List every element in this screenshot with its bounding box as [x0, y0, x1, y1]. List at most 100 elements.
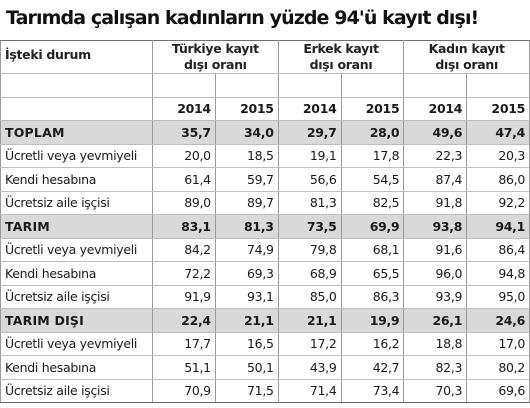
year-cell: 2015: [341, 97, 405, 121]
value-cell: 18,8: [403, 332, 468, 356]
data-table: İşteki durum Türkiye kayıt dışı oranı Er…: [0, 40, 530, 403]
value-cell: 85,0: [278, 285, 342, 309]
row-label: Kendi hesabına: [0, 355, 153, 380]
value-cell: 87,4: [403, 167, 468, 192]
row-label: TARIM: [0, 214, 153, 239]
row-label: TARIM DIŞI: [0, 308, 153, 333]
value-cell: 29,7: [278, 120, 342, 145]
value-cell: 91,6: [403, 238, 468, 262]
value-cell: 16,2: [341, 332, 405, 356]
header-spacer-row: [0, 73, 530, 98]
value-cell: 68,9: [278, 261, 342, 286]
value-cell: 35,7: [152, 120, 216, 145]
value-cell: 81,3: [215, 214, 279, 239]
value-cell: 42,7: [341, 355, 405, 380]
value-cell: 71,4: [278, 379, 342, 403]
value-cell: 71,5: [215, 379, 279, 403]
value-cell: 54,5: [341, 167, 405, 192]
value-cell: 91,9: [152, 285, 216, 309]
value-cell: 69,9: [341, 214, 405, 239]
value-cell: 79,8: [278, 238, 342, 262]
value-cell: 51,1: [152, 355, 216, 380]
value-cell: 24,6: [466, 308, 530, 333]
value-cell: 92,2: [466, 191, 530, 215]
value-cell: 21,1: [278, 308, 342, 333]
value-cell: 91,8: [403, 191, 468, 215]
value-cell: 22,3: [403, 144, 468, 168]
group-header-line: Erkek kayıt: [303, 41, 379, 57]
value-cell: 86,0: [466, 167, 530, 192]
table-row: Ücretli veya yevmiyeli 20,0 18,5 19,1 17,8 22…: [0, 144, 530, 168]
value-cell: 28,0: [341, 120, 405, 145]
value-cell: 18,5: [215, 144, 279, 168]
value-cell: 70,9: [152, 379, 216, 403]
value-cell: 86,3: [341, 285, 405, 309]
value-cell: 94,8: [466, 261, 530, 286]
year-cell: 2015: [215, 97, 279, 121]
value-cell: 74,9: [215, 238, 279, 262]
value-cell: 81,3: [278, 191, 342, 215]
row-label: Ücretsiz aile işçisi: [0, 191, 153, 215]
row-label: Kendi hesabına: [0, 167, 153, 192]
value-cell: 34,0: [215, 120, 279, 145]
value-cell: 17,8: [341, 144, 405, 168]
value-cell: 47,4: [466, 120, 530, 145]
group-header-line: dışı oranı: [309, 57, 373, 72]
row-label: TOPLAM: [0, 120, 153, 145]
year-cell: 2014: [278, 97, 342, 121]
year-cell: 2014: [403, 97, 468, 121]
value-cell: 68,1: [341, 238, 405, 262]
value-cell: 84,2: [152, 238, 216, 262]
table-row: Ücretsiz aile işçisi 89,0 89,7 81,3 82,5 91,8…: [0, 191, 530, 215]
value-cell: 93,9: [403, 285, 468, 309]
table-row: Kendi hesabına 61,4 59,7 56,6 54,5 87,4 86,0: [0, 167, 530, 192]
value-cell: 89,0: [152, 191, 216, 215]
value-cell: 49,6: [403, 120, 468, 145]
value-cell: 17,7: [152, 332, 216, 356]
value-cell: 65,5: [341, 261, 405, 286]
value-cell: 82,5: [341, 191, 405, 215]
value-cell: 17,0: [466, 332, 530, 356]
row-label: Ücretsiz aile işçisi: [0, 285, 153, 309]
group-header-line: Kadın kayıt: [428, 41, 505, 57]
value-cell: 69,6: [466, 379, 530, 403]
value-cell: 16,5: [215, 332, 279, 356]
section-row: TARIM 83,1 81,3 73,5 69,9 93,8 94,1: [0, 214, 530, 239]
value-cell: 19,1: [278, 144, 342, 168]
value-cell: 56,6: [278, 167, 342, 192]
row-label: Ücretli veya yevmiyeli: [0, 144, 153, 168]
table-body: TOPLAM 35,7 34,0 29,7 28,0 49,6 47,4 Ücretli ve…: [0, 120, 530, 403]
value-cell: 80,2: [466, 355, 530, 380]
group-header-kadin: Kadın kayıt dışı oranı: [403, 40, 530, 74]
value-cell: 69,3: [215, 261, 279, 286]
value-cell: 70,3: [403, 379, 468, 403]
years-row: 2014 2015 2014 2015 2014 2015: [0, 97, 530, 121]
value-cell: 83,1: [152, 214, 216, 239]
value-cell: 89,7: [215, 191, 279, 215]
table-header-row: İşteki durum Türkiye kayıt dışı oranı Er…: [0, 40, 530, 74]
year-cell: 2015: [466, 97, 530, 121]
value-cell: 20,0: [152, 144, 216, 168]
table-row: Ücretli veya yevmiyeli 17,7 16,5 17,2 16,2 18…: [0, 332, 530, 356]
value-cell: 93,8: [403, 214, 468, 239]
table-row: Kendi hesabına 72,2 69,3 68,9 65,5 96,0 94,8: [0, 261, 530, 286]
group-header-turkiye: Türkiye kayıt dışı oranı: [152, 40, 279, 74]
group-header-line: dışı oranı: [435, 57, 499, 72]
table-row: Ücretsiz aile işçisi 70,9 71,5 71,4 73,4 70,3…: [0, 379, 530, 403]
section-row: TOPLAM 35,7 34,0 29,7 28,0 49,6 47,4: [0, 120, 530, 145]
page-title: Tarımda çalışan kadınların yüzde 94'ü ka…: [6, 7, 479, 29]
year-cell: 2014: [152, 97, 216, 121]
group-header-line: Türkiye kayıt: [171, 41, 259, 57]
value-cell: 59,7: [215, 167, 279, 192]
row-label: Ücretli veya yevmiyeli: [0, 332, 153, 356]
value-cell: 22,4: [152, 308, 216, 333]
row-label: Ücretsiz aile işçisi: [0, 379, 153, 403]
value-cell: 96,0: [403, 261, 468, 286]
value-cell: 86,4: [466, 238, 530, 262]
value-cell: 19,9: [341, 308, 405, 333]
table-row: Kendi hesabına 51,1 50,1 43,9 42,7 82,3 80,2: [0, 355, 530, 380]
value-cell: 20,3: [466, 144, 530, 168]
value-cell: 21,1: [215, 308, 279, 333]
row-label: Kendi hesabına: [0, 261, 153, 286]
